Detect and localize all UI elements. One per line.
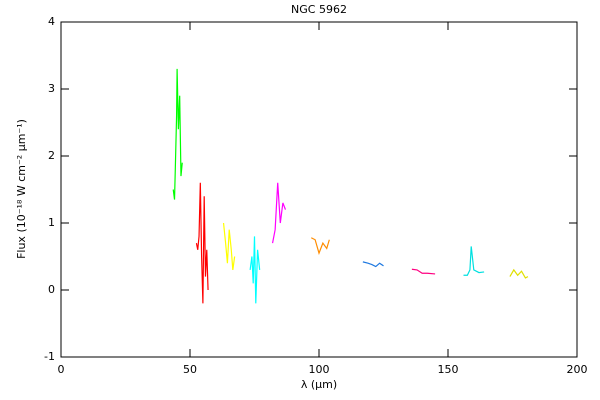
y-tick-label: 3 [48, 82, 55, 95]
x-tick-label: 150 [438, 363, 459, 376]
spectrum-line [310, 237, 330, 256]
spectrum-line [509, 268, 529, 279]
y-tick-label: -1 [44, 350, 55, 363]
spectrum-line [195, 182, 209, 304]
y-tick-label: 4 [48, 15, 55, 28]
y-tick-label: 0 [48, 283, 55, 296]
spectrum-line [362, 261, 384, 268]
spectrum-line [222, 222, 236, 270]
spectrum-line [411, 268, 436, 275]
x-tick-label: 200 [567, 363, 588, 376]
y-axis-label: Flux (10⁻¹⁸ W cm⁻² μm⁻¹) [15, 119, 28, 259]
x-tick-label: 50 [183, 363, 197, 376]
y-tick-label: 2 [48, 149, 55, 162]
y-tick-label: 1 [48, 216, 55, 229]
spectrum-line [271, 182, 287, 244]
chart-title: NGC 5962 [291, 3, 347, 16]
x-tick-label: 100 [309, 363, 330, 376]
x-tick-label: 0 [58, 363, 65, 376]
x-axis-label: λ (μm) [301, 378, 337, 391]
spectrum-line [172, 68, 183, 200]
spectrum-line [249, 236, 261, 304]
spectrum-line [463, 246, 485, 276]
